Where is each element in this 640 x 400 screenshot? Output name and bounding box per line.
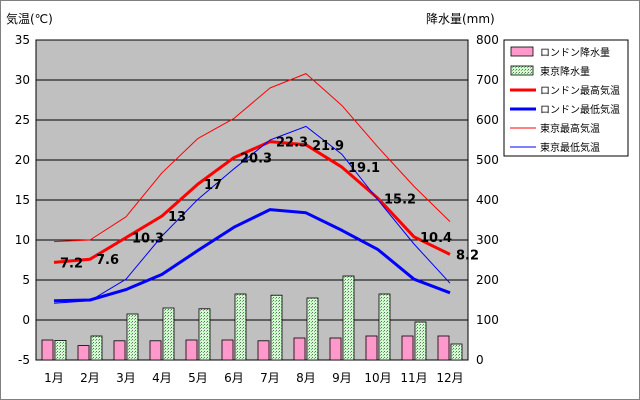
line-tokyo-high bbox=[53, 73, 451, 243]
legend-item-london-precip: ロンドン降水量 bbox=[540, 46, 610, 59]
legend-item-london-low: ロンドン最低気温 bbox=[540, 103, 620, 116]
left-axis-ticks: 35 30 25 20 15 10 5 0 -5 bbox=[15, 33, 30, 367]
x-tick-label: 1月 bbox=[44, 371, 64, 385]
x-tick-label: 5月 bbox=[188, 371, 208, 385]
data-label-london-high: 7.6 bbox=[96, 253, 119, 268]
x-tick-label: 11月 bbox=[400, 371, 427, 385]
legend-item-london-high: ロンドン最高気温 bbox=[540, 84, 620, 97]
bar-london-precip bbox=[257, 340, 270, 361]
bar-tokyo-precip bbox=[234, 293, 247, 361]
bar-london-precip bbox=[221, 339, 234, 361]
bar-london-precip bbox=[329, 337, 342, 361]
right-axis-ticks: 800 700 600 500 400 300 200 100 0 bbox=[476, 33, 499, 367]
bar-tokyo-precip bbox=[378, 293, 391, 361]
left-tick-label: 30 bbox=[15, 73, 30, 87]
x-tick-label: 4月 bbox=[152, 371, 172, 385]
bar-london-precip bbox=[149, 340, 162, 361]
right-tick-label: 800 bbox=[476, 33, 499, 47]
data-label-london-high: 15.2 bbox=[384, 192, 416, 207]
data-label-london-high: 13 bbox=[168, 210, 186, 225]
data-label-london-high: 7.2 bbox=[60, 256, 83, 271]
x-tick-label: 6月 bbox=[224, 371, 244, 385]
bar-tokyo-precip bbox=[306, 297, 319, 361]
x-tick-label: 10月 bbox=[364, 371, 391, 385]
x-tick-label: 12月 bbox=[436, 371, 463, 385]
bar-london-precip bbox=[293, 337, 306, 361]
gridlines bbox=[36, 39, 468, 361]
bar-tokyo-precip bbox=[342, 275, 355, 361]
bar-london-precip bbox=[365, 335, 378, 361]
bar-tokyo-precip bbox=[54, 339, 67, 361]
bar-tokyo-precip bbox=[450, 343, 463, 361]
x-axis-ticks: 1月 2月 3月 4月 5月 6月 7月 8月 9月 10月 11月 12月 bbox=[44, 371, 463, 385]
bar-london-precip bbox=[437, 335, 450, 361]
bar-london-precip bbox=[41, 339, 54, 361]
left-tick-label: 20 bbox=[15, 153, 30, 167]
right-tick-label: 0 bbox=[476, 353, 484, 367]
data-label-london-high: 17 bbox=[204, 178, 222, 193]
bar-tokyo-precip bbox=[270, 294, 283, 361]
left-tick-label: 35 bbox=[15, 33, 30, 47]
bar-tokyo-precip bbox=[162, 307, 175, 361]
right-tick-label: 500 bbox=[476, 153, 499, 167]
line-london-low bbox=[53, 208, 451, 303]
line-london-high bbox=[53, 140, 451, 264]
x-tick-label: 7月 bbox=[260, 371, 280, 385]
bar-series-group bbox=[41, 275, 463, 361]
x-tick-label: 3月 bbox=[116, 371, 136, 385]
data-label-london-high: 19.1 bbox=[348, 161, 380, 176]
bar-tokyo-precip bbox=[414, 321, 427, 361]
line-series-group bbox=[53, 73, 451, 304]
left-tick-label: 5 bbox=[22, 273, 30, 287]
left-tick-label: 0 bbox=[22, 313, 30, 327]
left-axis-label: 気温(℃) bbox=[6, 11, 53, 26]
right-tick-label: 100 bbox=[476, 313, 499, 327]
legend-item-tokyo-low: 東京最低気温 bbox=[540, 141, 600, 154]
legend-item-tokyo-precip: 東京降水量 bbox=[540, 65, 590, 78]
left-tick-label: 10 bbox=[15, 233, 30, 247]
right-tick-label: 300 bbox=[476, 233, 499, 247]
right-tick-label: 400 bbox=[476, 193, 499, 207]
left-tick-label: 25 bbox=[15, 113, 30, 127]
bar-tokyo-precip bbox=[198, 308, 211, 361]
x-tick-label: 9月 bbox=[332, 371, 352, 385]
data-label-london-high: 10.3 bbox=[132, 232, 164, 247]
right-tick-label: 200 bbox=[476, 273, 499, 287]
bar-london-precip bbox=[185, 339, 198, 361]
legend-item-tokyo-high: 東京最高気温 bbox=[540, 122, 600, 135]
x-tick-label: 2月 bbox=[80, 371, 100, 385]
right-tick-label: 700 bbox=[476, 73, 499, 87]
data-labels: 7.2 7.6 10.3 13 17 20.3 22.3 21.9 19.1 15.2 10.4 8.… bbox=[60, 136, 479, 272]
data-label-london-high: 8.2 bbox=[456, 248, 479, 263]
legend-item-tokyo-precip-swatch bbox=[510, 65, 534, 76]
data-label-london-high: 10.4 bbox=[420, 231, 452, 246]
data-label-london-high: 22.3 bbox=[276, 136, 308, 151]
data-label-london-high: 21.9 bbox=[312, 139, 344, 154]
right-axis-label: 降水量(mm) bbox=[426, 12, 495, 26]
data-label-london-high: 20.3 bbox=[240, 152, 272, 167]
x-tick-label: 8月 bbox=[296, 371, 316, 385]
bar-london-precip bbox=[77, 345, 90, 361]
legend-item-london-precip-swatch bbox=[510, 46, 534, 57]
bar-london-precip bbox=[401, 335, 414, 361]
bar-tokyo-precip bbox=[126, 313, 139, 361]
bar-tokyo-precip bbox=[90, 335, 103, 361]
left-tick-label: 15 bbox=[15, 193, 30, 207]
bar-london-precip bbox=[113, 340, 126, 361]
right-tick-label: 600 bbox=[476, 113, 499, 127]
line-tokyo-low bbox=[53, 125, 451, 304]
left-tick-label: -5 bbox=[18, 353, 30, 367]
legend-box bbox=[503, 39, 629, 157]
